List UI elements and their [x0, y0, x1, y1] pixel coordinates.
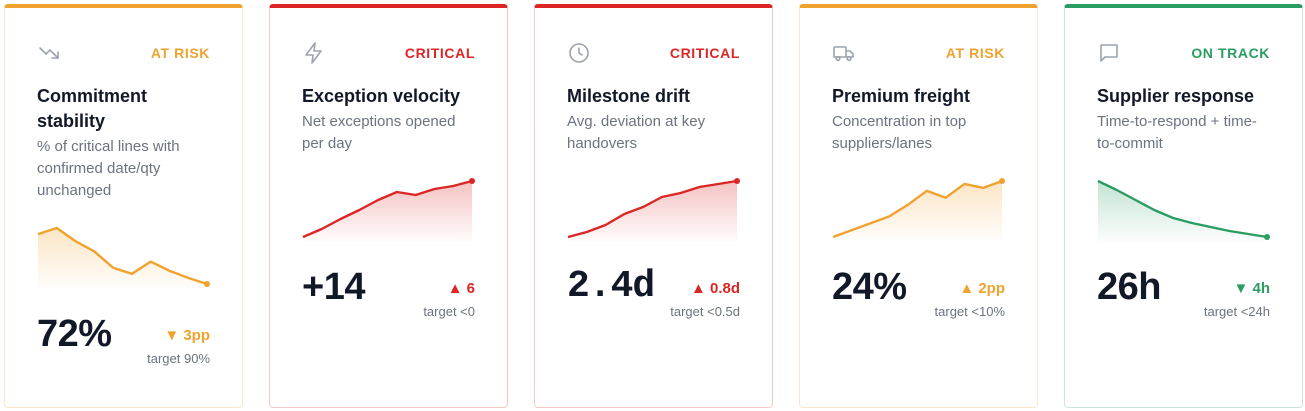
sparkline-line	[1097, 179, 1268, 239]
metric-right: ▲ 0.8d target <0.5d	[670, 267, 740, 319]
metrics: 72% ▼ 3pp target 90%	[37, 314, 210, 366]
metric-right: ▼ 4h target <24h	[1204, 267, 1270, 319]
sparkline-area	[303, 181, 472, 241]
card-title: Premium freight	[832, 86, 971, 106]
card-title: Milestone drift	[567, 86, 691, 106]
sparkline	[832, 178, 1005, 241]
card-icon	[833, 46, 854, 62]
kpi-card: CRITICAL Exception velocity Net exceptions…	[269, 4, 508, 408]
sparkline-line	[37, 226, 208, 286]
kpi-value: +14	[302, 266, 365, 308]
kpi-card: ON TRACK Supplier response Time-to-respond…	[1064, 4, 1303, 408]
kpi-delta: ▼ 3pp	[164, 327, 210, 344]
status-label: CRITICAL	[669, 45, 740, 61]
card-icon	[569, 43, 589, 63]
card-description: Avg. deviation at key handovers	[567, 113, 706, 152]
kpi-value: 24%	[832, 266, 907, 308]
kpi-delta: ▼ 4h	[1233, 280, 1270, 297]
card-icon	[39, 47, 59, 59]
sparkline-area	[568, 181, 737, 241]
metrics: 2.4d ▲ 0.8d target <0.5d	[567, 265, 740, 320]
sparkline-end-dot	[999, 178, 1005, 184]
card-title: Commitment stability	[37, 86, 148, 131]
status-label: CRITICAL	[404, 45, 475, 61]
metric-right: ▲ 2pp target <10%	[935, 267, 1005, 319]
sparkline-line	[567, 179, 738, 239]
kpi-card: AT RISK Commitment stability % of critical…	[4, 4, 243, 408]
sparkline-area	[38, 228, 207, 288]
sparkline-end-dot	[734, 178, 740, 184]
card-description: Net exceptions opened per day	[302, 113, 456, 152]
sparkline-area	[1098, 181, 1267, 241]
kpi-delta: ▲ 0.8d	[690, 280, 740, 297]
sparkline	[37, 226, 210, 288]
metrics: 26h ▼ 4h target <24h	[1097, 267, 1270, 319]
card-description: Time-to-respond + time-to-commit	[1097, 113, 1257, 152]
kpi-card: AT RISK Premium freight Concentration in t…	[799, 4, 1038, 408]
kpi-target: target <0.5d	[670, 304, 740, 319]
sparkline-area	[833, 181, 1002, 241]
card-header: AT RISK	[832, 38, 1005, 68]
kpi-target: target <10%	[934, 304, 1005, 319]
card-description: Concentration in top suppliers/lanes	[832, 113, 967, 152]
kpi-row: AT RISK Commitment stability % of critical…	[4, 4, 1303, 408]
sparkline-line	[832, 179, 1003, 239]
card-description: % of critical lines with confirmed date/…	[37, 138, 180, 199]
card-header: AT RISK	[37, 38, 210, 68]
kpi-value: 26h	[1097, 266, 1161, 308]
metric-right: ▲ 6 target <0	[423, 267, 475, 319]
status-label: AT RISK	[150, 45, 210, 61]
kpi-target: target <0	[423, 304, 475, 319]
kpi-target: target 90%	[147, 351, 210, 366]
metric-right: ▼ 3pp target 90%	[147, 314, 210, 366]
card-header: ON TRACK	[1097, 38, 1270, 68]
status-label: AT RISK	[945, 45, 1005, 61]
sparkline-end-dot	[1264, 234, 1270, 240]
metrics: +14 ▲ 6 target <0	[302, 267, 475, 319]
status-label: ON TRACK	[1191, 45, 1270, 61]
sparkline-end-dot	[469, 178, 475, 184]
sparkline-end-dot	[204, 281, 210, 287]
metrics: 24% ▲ 2pp target <10%	[832, 267, 1005, 319]
kpi-delta: ▲ 2pp	[959, 280, 1005, 297]
kpi-delta: ▲ 6	[447, 280, 475, 297]
sparkline	[567, 178, 740, 241]
card-icon	[1100, 44, 1118, 62]
kpi-target: target <24h	[1203, 304, 1270, 319]
sparkline-line	[302, 179, 473, 239]
kpi-value: 72%	[37, 313, 112, 355]
card-title: Exception velocity	[302, 86, 461, 106]
sparkline	[302, 178, 475, 241]
card-header: CRITICAL	[302, 38, 475, 68]
card-title: Supplier response	[1097, 86, 1255, 106]
card-header: CRITICAL	[567, 38, 740, 68]
card-icon	[305, 42, 322, 64]
sparkline	[1097, 179, 1270, 241]
kpi-value: 2.4d	[567, 265, 655, 308]
kpi-card: CRITICAL Milestone drift Avg. deviation at…	[534, 4, 773, 408]
